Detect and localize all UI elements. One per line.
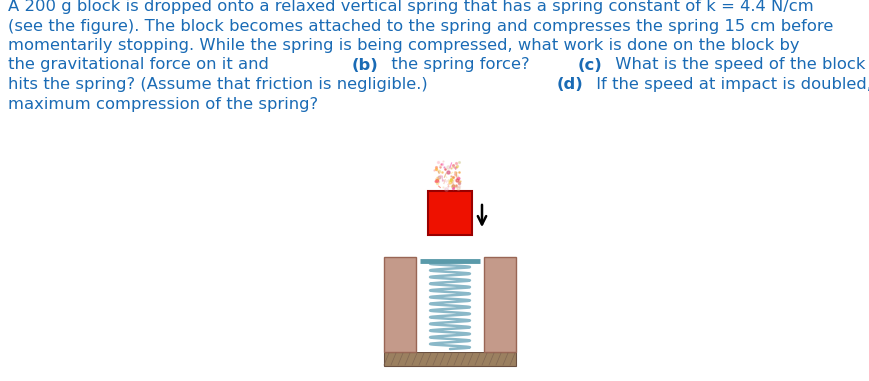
Text: What is the speed of the block just before it: What is the speed of the block just befo… <box>609 58 869 72</box>
Bar <box>383 352 515 366</box>
Bar <box>383 257 415 352</box>
Text: the spring force?: the spring force? <box>386 58 534 72</box>
Text: hits the spring? (Assume that friction is negligible.): hits the spring? (Assume that friction i… <box>8 77 433 92</box>
Text: momentarily stopping. While the spring is being compressed, what work is done on: momentarily stopping. While the spring i… <box>8 38 804 53</box>
Text: (b): (b) <box>351 58 378 72</box>
Text: the gravitational force on it and: the gravitational force on it and <box>8 58 274 72</box>
Text: A 200 g block is dropped onto a relaxed vertical spring that has a spring consta: A 200 g block is dropped onto a relaxed … <box>8 0 813 14</box>
Bar <box>483 257 515 352</box>
Text: If the speed at impact is doubled, what is the: If the speed at impact is doubled, what … <box>590 77 869 92</box>
Bar <box>415 257 483 352</box>
Text: (c): (c) <box>577 58 602 72</box>
Text: (d): (d) <box>556 77 582 92</box>
Text: maximum compression of the spring?: maximum compression of the spring? <box>8 96 318 112</box>
Text: (see the figure). The block becomes attached to the spring and compresses the sp: (see the figure). The block becomes atta… <box>8 19 833 34</box>
Bar <box>428 191 472 235</box>
